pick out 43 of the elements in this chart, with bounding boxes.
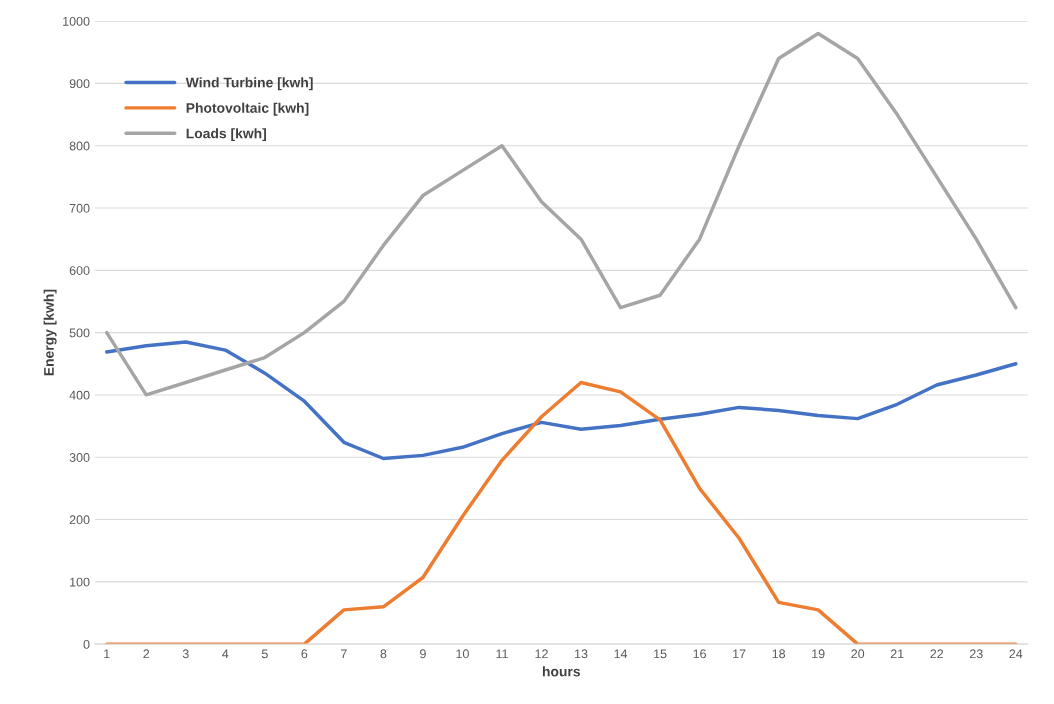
y-tick-label: 800 (69, 141, 90, 151)
y-axis-title: Energy [kwh] (43, 289, 57, 376)
x-tick-label: 12 (535, 649, 548, 659)
y-tick-label: 100 (70, 577, 90, 587)
x-tick-label: 23 (969, 649, 983, 659)
x-tick-label: 2 (143, 649, 150, 659)
x-tick-label: 18 (772, 649, 786, 659)
x-tick-label: 9 (420, 649, 426, 659)
x-tick-label: 7 (341, 649, 347, 659)
line-series (104, 31, 1018, 397)
x-tick-label: 15 (654, 649, 667, 659)
y-tick-label: 500 (69, 328, 90, 338)
x-tick-label: 14 (614, 649, 628, 659)
x-tick-label: 17 (733, 649, 746, 659)
line-series (104, 380, 1018, 645)
y-tick-label: 1000 (63, 16, 90, 26)
x-axis-title: hours (542, 666, 580, 677)
x-tick-label: 5 (261, 649, 268, 659)
x-tick-label: 20 (851, 649, 865, 659)
legend-label: Wind Turbine [kwh] (185, 77, 313, 91)
y-tick-label: 700 (69, 203, 90, 213)
x-tick-label: 10 (456, 649, 469, 659)
x-tick-label: 19 (812, 649, 825, 659)
legend-label: Photovoltaic [kwh] (186, 102, 309, 116)
x-tick-label: 11 (496, 649, 508, 659)
x-tick-label: 24 (1009, 649, 1023, 659)
x-tick-label: 4 (222, 649, 229, 659)
y-tick-label: 600 (69, 266, 90, 275)
x-tick-label: 1 (104, 649, 110, 659)
x-tick-label: 21 (890, 649, 904, 659)
x-tick-label: 22 (930, 649, 944, 659)
y-tick-label: 400 (69, 390, 90, 400)
y-tick-label: 900 (69, 79, 90, 89)
line-series (104, 340, 1018, 461)
legend-label: Loads [kwh] (186, 128, 266, 142)
y-tick-label: 200 (69, 515, 90, 525)
x-tick-label: 13 (575, 649, 588, 659)
x-tick-label: 3 (182, 649, 189, 659)
y-tick-label: 300 (69, 453, 90, 462)
x-tick-label: 6 (301, 649, 308, 659)
x-tick-label: 8 (380, 649, 387, 659)
x-tick-label: 16 (693, 649, 706, 659)
y-tick-label: 0 (83, 639, 90, 649)
